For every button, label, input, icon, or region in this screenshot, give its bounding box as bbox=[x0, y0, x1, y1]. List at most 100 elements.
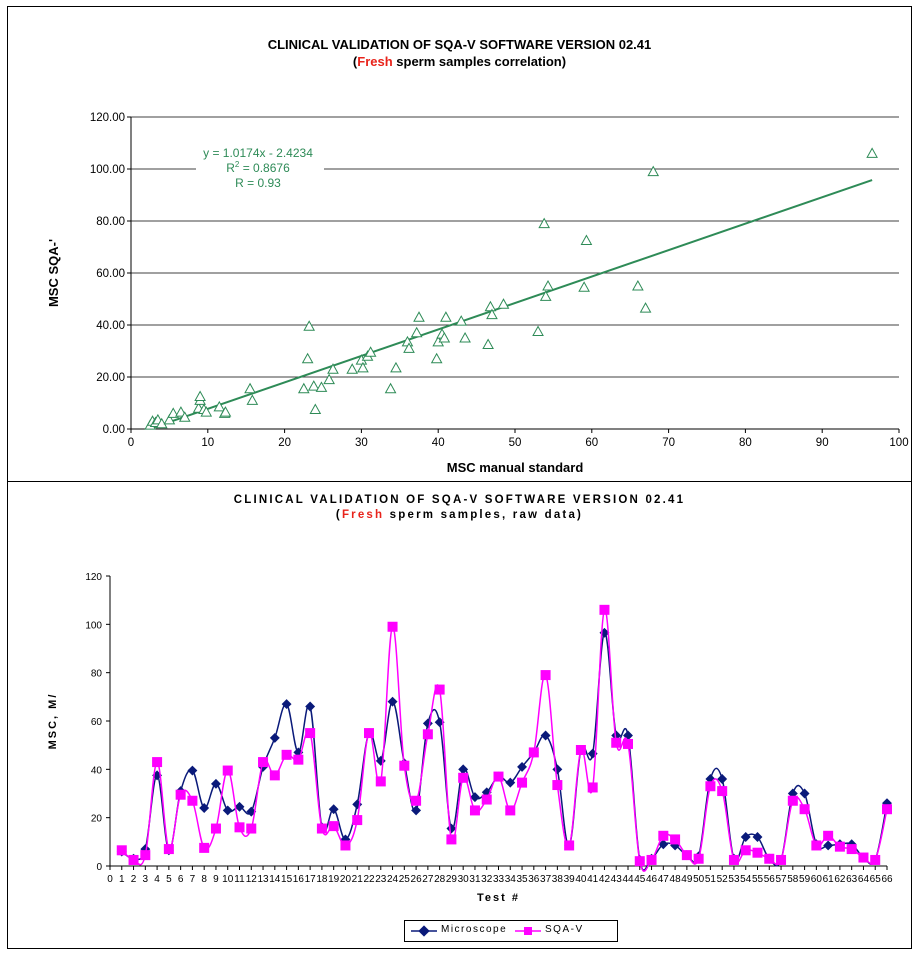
x-tick-label: 30 bbox=[458, 874, 470, 885]
sqa-point bbox=[870, 854, 881, 865]
correlation-chart-title: CLINICAL VALIDATION OF SQA-V SOFTWARE VE… bbox=[267, 37, 652, 52]
annotation-box bbox=[196, 142, 324, 194]
sqa-point bbox=[281, 749, 292, 760]
data-point bbox=[539, 290, 552, 301]
x-tick-label: 64 bbox=[858, 874, 870, 885]
x-tick-label: 34 bbox=[505, 874, 517, 885]
x-tick-label: 65 bbox=[870, 874, 882, 885]
sqa-point bbox=[175, 789, 186, 800]
x-tick-label: 54 bbox=[740, 874, 752, 885]
x-tick-label: 3 bbox=[143, 874, 149, 885]
x-tick-label: 60 bbox=[585, 437, 598, 449]
sqa-point bbox=[670, 834, 681, 845]
sqa-point bbox=[269, 770, 280, 781]
y-axis-label: MSC SQA-' bbox=[46, 239, 61, 307]
data-point bbox=[364, 346, 377, 357]
correlation-chart-panel: CLINICAL VALIDATION OF SQA-V SOFTWARE VE… bbox=[7, 6, 912, 482]
x-tick-label: 38 bbox=[552, 874, 564, 885]
x-tick-label: 35 bbox=[516, 874, 528, 885]
data-point bbox=[200, 406, 213, 417]
microscope-point bbox=[199, 803, 210, 813]
y-tick-label: 0 bbox=[96, 862, 102, 873]
x-tick-label: 39 bbox=[564, 874, 576, 885]
x-tick-label: 15 bbox=[281, 874, 293, 885]
y-tick-label: 80 bbox=[91, 669, 103, 680]
data-point bbox=[482, 338, 494, 349]
data-point bbox=[384, 382, 397, 394]
sqa-point bbox=[799, 804, 810, 815]
x-tick-label: 52 bbox=[717, 874, 729, 885]
sqa-point bbox=[752, 847, 763, 858]
series-line-microscope bbox=[121, 632, 888, 871]
sqa-point bbox=[681, 850, 692, 861]
data-point bbox=[632, 279, 644, 291]
data-point bbox=[327, 363, 339, 374]
sqa-point bbox=[505, 805, 516, 816]
x-tick-label: 4 bbox=[154, 874, 160, 885]
x-tick-label: 61 bbox=[823, 874, 835, 885]
sqa-point bbox=[434, 684, 445, 695]
sqa-point bbox=[399, 760, 410, 771]
data-point bbox=[532, 325, 544, 336]
x-tick-label: 48 bbox=[670, 874, 682, 885]
legend-label-sqa: SQA-V bbox=[545, 924, 584, 935]
correlation-chart-subtitle: (Fresh sperm samples correlation) bbox=[8, 54, 911, 69]
y-tick-label: 60.00 bbox=[96, 268, 125, 280]
data-point bbox=[639, 302, 652, 313]
x-tick-label: 17 bbox=[305, 874, 317, 885]
x-tick-label: 70 bbox=[662, 437, 675, 449]
data-point bbox=[403, 342, 415, 353]
x-tick-label: 80 bbox=[739, 437, 752, 449]
y-tick-label: 40.00 bbox=[96, 320, 125, 332]
data-point bbox=[303, 320, 316, 331]
x-tick-label: 47 bbox=[658, 874, 670, 885]
sqa-point bbox=[375, 776, 386, 787]
x-axis-label: MSC manual standard bbox=[447, 460, 584, 475]
sqa-point bbox=[364, 728, 374, 739]
data-point bbox=[219, 406, 232, 417]
data-point bbox=[307, 380, 320, 391]
sqa-point bbox=[564, 840, 575, 851]
x-tick-label: 20 bbox=[340, 874, 352, 885]
sqa-point bbox=[210, 823, 221, 834]
microscope-point bbox=[187, 765, 198, 776]
sqa-point bbox=[305, 728, 316, 739]
x-tick-label: 21 bbox=[352, 874, 364, 885]
x-tick-label: 19 bbox=[328, 874, 340, 885]
microscope-point bbox=[222, 805, 233, 816]
x-tick-label: 49 bbox=[681, 874, 693, 885]
microscope-point bbox=[517, 761, 527, 772]
x-tick-label: 10 bbox=[222, 874, 234, 885]
x-tick-label: 27 bbox=[422, 874, 434, 885]
regression-equation: y = 1.0174x - 2.4234 bbox=[203, 146, 313, 160]
sqa-point bbox=[140, 850, 151, 861]
x-tick-label: 24 bbox=[387, 874, 399, 885]
sqa-point bbox=[787, 795, 798, 806]
subtitle-open: ( bbox=[352, 54, 358, 69]
sqa-point bbox=[446, 834, 457, 845]
y-tick-label: 80.00 bbox=[96, 216, 125, 228]
microscope-point bbox=[540, 730, 551, 741]
x-tick-label: 18 bbox=[316, 874, 328, 885]
data-point bbox=[301, 352, 314, 364]
microscope-point bbox=[717, 774, 728, 784]
data-point bbox=[580, 234, 593, 245]
subtitle-highlight: Fresh bbox=[357, 54, 393, 69]
x-tick-label: 23 bbox=[375, 874, 387, 885]
x-tick-label: 50 bbox=[693, 874, 705, 885]
sqa-point bbox=[764, 853, 775, 864]
data-point bbox=[309, 403, 322, 414]
x-tick-label: 8 bbox=[201, 874, 207, 885]
sqa-point bbox=[234, 822, 245, 833]
x-tick-label: 63 bbox=[846, 874, 858, 885]
x-tick-label: 31 bbox=[469, 874, 481, 885]
sqa-point bbox=[575, 745, 586, 755]
microscope-point bbox=[823, 840, 834, 851]
correlation-chart-plot: 0.00 20.00 40.00 60.00 80.00 100.00 120.00 0 10 2… bbox=[46, 112, 909, 475]
x-tick-label: 42 bbox=[599, 874, 611, 885]
y-tick-label: 100 bbox=[85, 620, 102, 631]
sqa-point bbox=[634, 856, 645, 867]
x-tick-label: 66 bbox=[881, 874, 893, 885]
data-point bbox=[163, 413, 176, 425]
